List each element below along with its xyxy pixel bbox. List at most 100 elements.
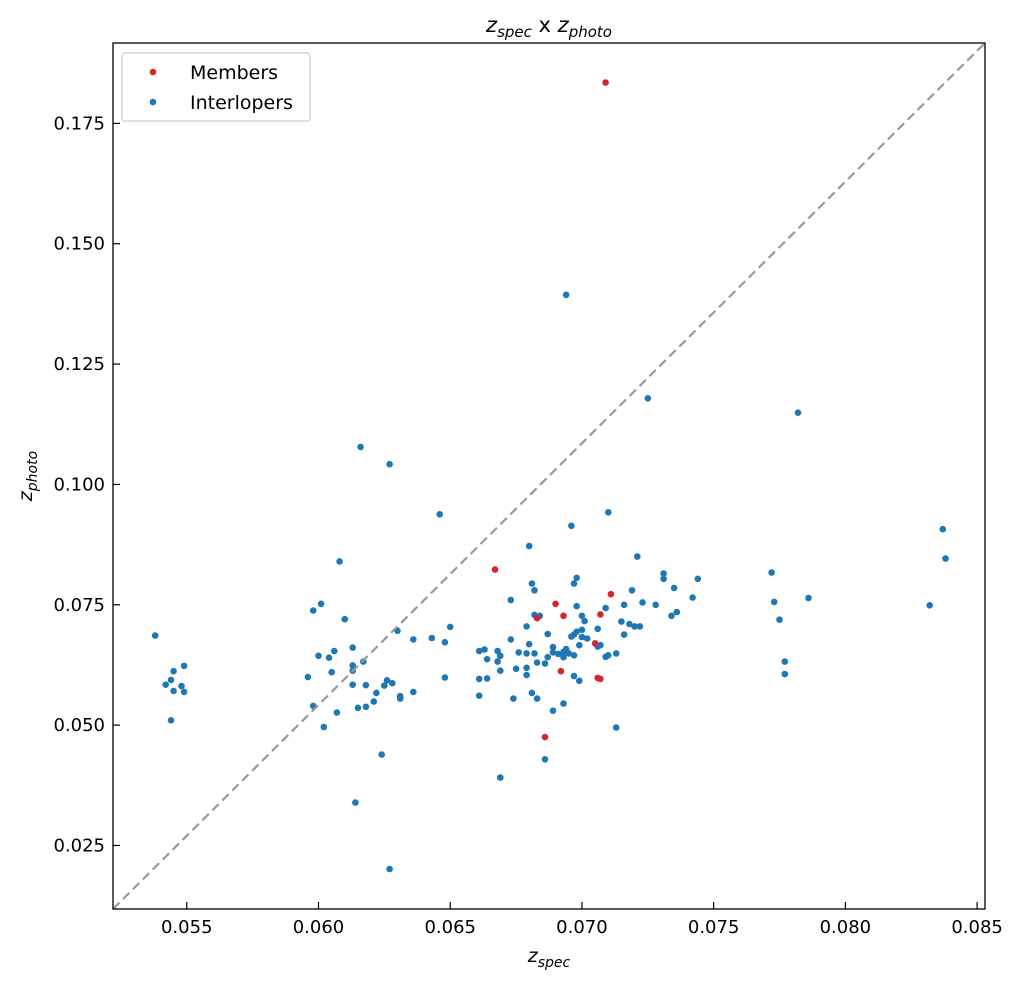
interlopers-point	[578, 633, 586, 641]
interlopers-point	[670, 584, 678, 592]
members-point	[594, 674, 601, 682]
interlopers-point	[386, 460, 393, 468]
interlopers-point	[354, 704, 362, 712]
interlopers-point	[309, 607, 317, 614]
interlopers-point	[620, 631, 628, 638]
interlopers-point	[570, 672, 578, 680]
y-tick-label: 0.100	[53, 474, 105, 495]
interlopers-point	[349, 662, 357, 669]
interlopers-point	[180, 688, 188, 696]
interlopers-point	[570, 652, 578, 659]
interlopers-point	[652, 601, 659, 609]
interlopers-point	[689, 594, 696, 601]
interlopers-point	[573, 574, 580, 582]
interlopers-point	[573, 602, 580, 610]
interlopers-point	[549, 643, 557, 651]
interlopers-point	[531, 650, 538, 657]
interlopers-point	[167, 676, 175, 684]
x-tick-label: 0.075	[688, 917, 740, 938]
y-tick-label: 0.050	[53, 715, 105, 736]
interlopers-point	[594, 625, 601, 633]
interlopers-point	[942, 555, 949, 562]
interlopers-point	[325, 654, 333, 661]
interlopers-point	[378, 751, 386, 758]
interlopers-point	[576, 641, 583, 649]
interlopers-point	[383, 677, 391, 684]
interlopers-point	[523, 671, 530, 679]
interlopers-point	[639, 599, 646, 606]
interlopers-point	[441, 674, 449, 681]
interlopers-point	[523, 623, 530, 630]
members-point	[533, 614, 541, 622]
chart-title: zspec x zphoto	[485, 13, 612, 41]
interlopers-point	[180, 662, 188, 670]
legend-label-interlopers: Interlopers	[190, 92, 293, 114]
interlopers-point	[523, 650, 530, 657]
interlopers-point	[768, 569, 775, 576]
interlopers-point	[370, 698, 378, 705]
interlopers-point	[605, 509, 612, 516]
members-point	[607, 590, 615, 598]
interlopers-point	[578, 612, 586, 620]
interlopers-point	[386, 865, 393, 873]
y-tick-label: 0.175	[53, 113, 105, 134]
interlopers-point	[605, 652, 612, 659]
interlopers-point	[560, 653, 567, 661]
interlopers-point	[562, 291, 570, 299]
legend: Members Interlopers	[121, 52, 311, 122]
x-tick-label: 0.065	[424, 917, 476, 938]
members-point	[491, 566, 499, 573]
interlopers-point	[531, 587, 538, 594]
interlopers-point	[475, 647, 483, 655]
interlopers-point	[525, 640, 533, 648]
interlopers-point	[162, 681, 169, 688]
interlopers-point	[170, 687, 177, 695]
legend-box	[121, 52, 311, 122]
interlopers-point	[634, 553, 641, 560]
interlopers-point	[381, 682, 388, 689]
interlopers-point	[497, 774, 504, 781]
interlopers-point	[668, 612, 675, 620]
interlopers-point	[939, 525, 947, 533]
interlopers-point	[436, 511, 444, 518]
interlopers-point	[660, 575, 667, 583]
interlopers-point	[333, 709, 341, 716]
ticks-layer: 0.055 0.060 0.065 0.070 0.075 0.080 0.085 0.025…	[53, 113, 1002, 938]
interlopers-point	[576, 677, 583, 685]
x-tick-label: 0.060	[293, 917, 345, 938]
interlopers-point	[362, 681, 370, 689]
interlopers-point	[528, 580, 536, 587]
interlopers-point	[544, 653, 551, 661]
interlopers-point	[612, 724, 620, 731]
x-tick-label: 0.070	[556, 917, 608, 938]
interlopers-point	[568, 522, 575, 530]
interlopers-point	[533, 659, 541, 666]
interlopers-point	[660, 570, 667, 577]
x-axis-label: zspec	[527, 945, 571, 971]
interlopers-point	[497, 667, 504, 674]
interlopers-point	[389, 679, 396, 687]
members-point	[602, 79, 609, 86]
interlopers-point	[410, 688, 417, 696]
interlopers-point	[396, 695, 404, 702]
interlopers-point	[541, 660, 549, 667]
x-tick-label: 0.055	[161, 917, 213, 938]
y-tick-label: 0.075	[53, 595, 105, 616]
interlopers-point	[341, 615, 349, 623]
interlopers-point	[510, 695, 517, 702]
interlopers-point	[507, 636, 515, 643]
interlopers-point	[352, 799, 359, 806]
interlopers-point	[320, 723, 328, 731]
members-point	[541, 733, 549, 741]
interlopers-point	[349, 681, 357, 688]
y-axis-label: zphoto	[15, 451, 41, 502]
interlopers-point	[578, 626, 586, 634]
interlopers-point	[362, 703, 370, 711]
members-point	[552, 600, 559, 608]
interlopers-point	[644, 395, 652, 402]
x-tick-label: 0.085	[951, 917, 1003, 938]
legend-marker-interlopers	[149, 98, 157, 106]
interlopers-point	[373, 689, 380, 697]
interlopers-point	[475, 675, 483, 683]
legend-label-members: Members	[190, 62, 278, 84]
